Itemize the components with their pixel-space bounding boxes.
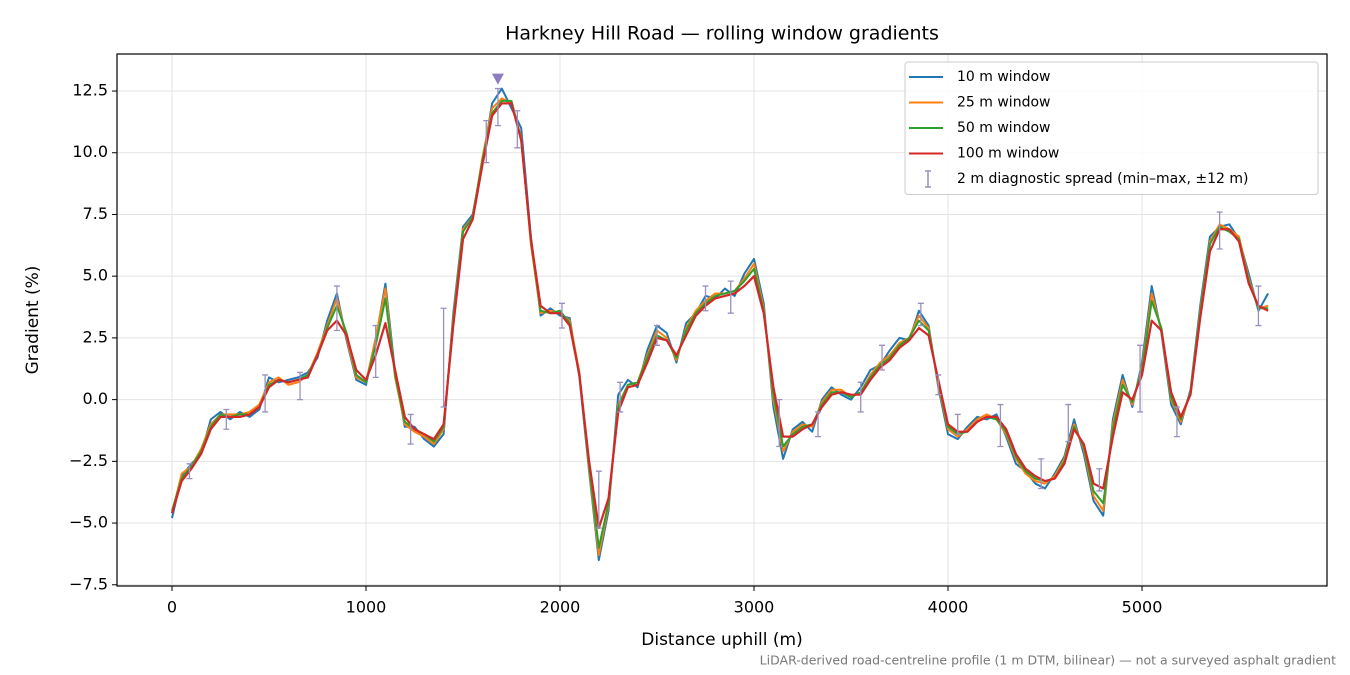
error-bar: [654, 324, 661, 346]
y-tick-label: 10.0: [72, 142, 108, 161]
x-tick-label: 0: [167, 598, 177, 617]
error-bar: [879, 344, 886, 371]
error-bar: [997, 403, 1004, 448]
y-tick-label: 0.0: [83, 389, 108, 408]
x-tick-label: 1000: [346, 598, 387, 617]
error-bar: [935, 374, 942, 396]
peak-marker: [491, 73, 504, 85]
legend-label: 25 m window: [957, 95, 1050, 111]
legend-label: 2 m diagnostic spread (min–max, ±12 m): [957, 171, 1248, 187]
legend-box: [904, 61, 1319, 195]
error-bar: [815, 411, 822, 438]
error-bar: [333, 285, 340, 332]
x-axis-label: Distance uphill (m): [641, 630, 802, 650]
x-tick-label: 2000: [540, 598, 581, 617]
error-bar: [617, 381, 624, 413]
error-bar: [1216, 211, 1223, 250]
y-tick-label: 12.5: [72, 81, 108, 100]
error-bar: [372, 324, 379, 379]
chart-title: Harkney Hill Road — rolling window gradi…: [505, 23, 939, 45]
y-tick-label: −7.5: [69, 574, 108, 593]
series-line: [170, 102, 1269, 530]
x-tick-label: 5000: [1122, 598, 1163, 617]
y-tick-label: −5.0: [69, 513, 108, 532]
error-bar: [702, 285, 709, 312]
error-bar: [954, 413, 961, 435]
error-bar: [297, 371, 304, 401]
error-bar: [514, 110, 521, 149]
legend-label: 50 m window: [957, 120, 1050, 136]
legend-label: 10 m window: [957, 69, 1050, 85]
error-bar: [1255, 285, 1262, 327]
y-tick-label: 7.5: [83, 204, 108, 223]
error-bar: [1038, 458, 1045, 490]
error-bar: [1137, 344, 1144, 413]
error-bar: [440, 307, 447, 408]
error-bar: [595, 470, 602, 529]
error-bar: [727, 280, 734, 314]
y-tick-label: −2.5: [69, 451, 108, 470]
error-bar: [407, 413, 414, 445]
y-tick-label: 5.0: [83, 266, 108, 285]
x-tick-label: 4000: [928, 598, 969, 617]
error-bar: [1096, 468, 1103, 492]
error-bar: [776, 398, 783, 448]
footnote: LiDAR-derived road-centreline profile (1…: [760, 653, 1336, 668]
error-bar: [917, 302, 924, 327]
legend: 10 m window 25 m window 50 m window 100 m w…: [904, 61, 1319, 195]
x-tick-label: 3000: [734, 598, 775, 617]
error-bar: [1173, 406, 1180, 438]
plot-frame: [116, 53, 1328, 587]
y-tick-label: 2.5: [83, 327, 108, 346]
error-bar: [186, 463, 193, 480]
error-bar: [494, 87, 501, 127]
error-bar: [483, 120, 490, 164]
legend-label: 100 m window: [957, 146, 1059, 162]
error-bar: [223, 408, 230, 430]
legend-swatch: [925, 170, 931, 188]
error-bar: [262, 374, 269, 413]
error-bar: [857, 381, 864, 413]
y-axis-label: Gradient (%): [23, 266, 43, 375]
error-bar: [1065, 403, 1072, 443]
error-bar: [558, 302, 565, 329]
